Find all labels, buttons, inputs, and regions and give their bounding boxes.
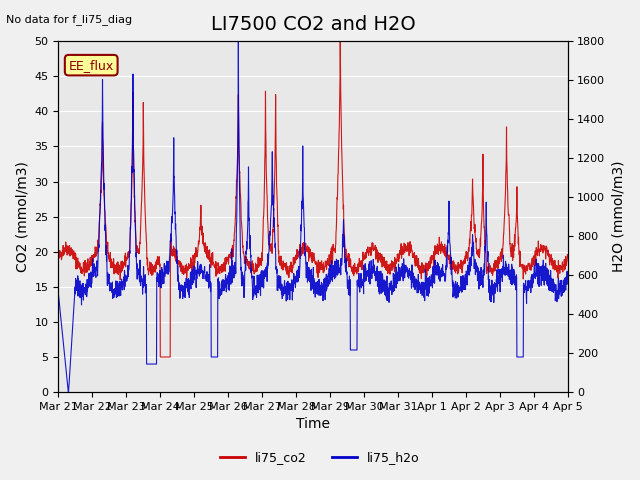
Title: LI7500 CO2 and H2O: LI7500 CO2 and H2O <box>211 15 415 34</box>
Y-axis label: CO2 (mmol/m3): CO2 (mmol/m3) <box>15 161 29 272</box>
Y-axis label: H2O (mmol/m3): H2O (mmol/m3) <box>611 161 625 272</box>
Text: No data for f_li75_diag: No data for f_li75_diag <box>6 14 132 25</box>
X-axis label: Time: Time <box>296 418 330 432</box>
Text: EE_flux: EE_flux <box>68 59 114 72</box>
Legend: li75_co2, li75_h2o: li75_co2, li75_h2o <box>215 446 425 469</box>
